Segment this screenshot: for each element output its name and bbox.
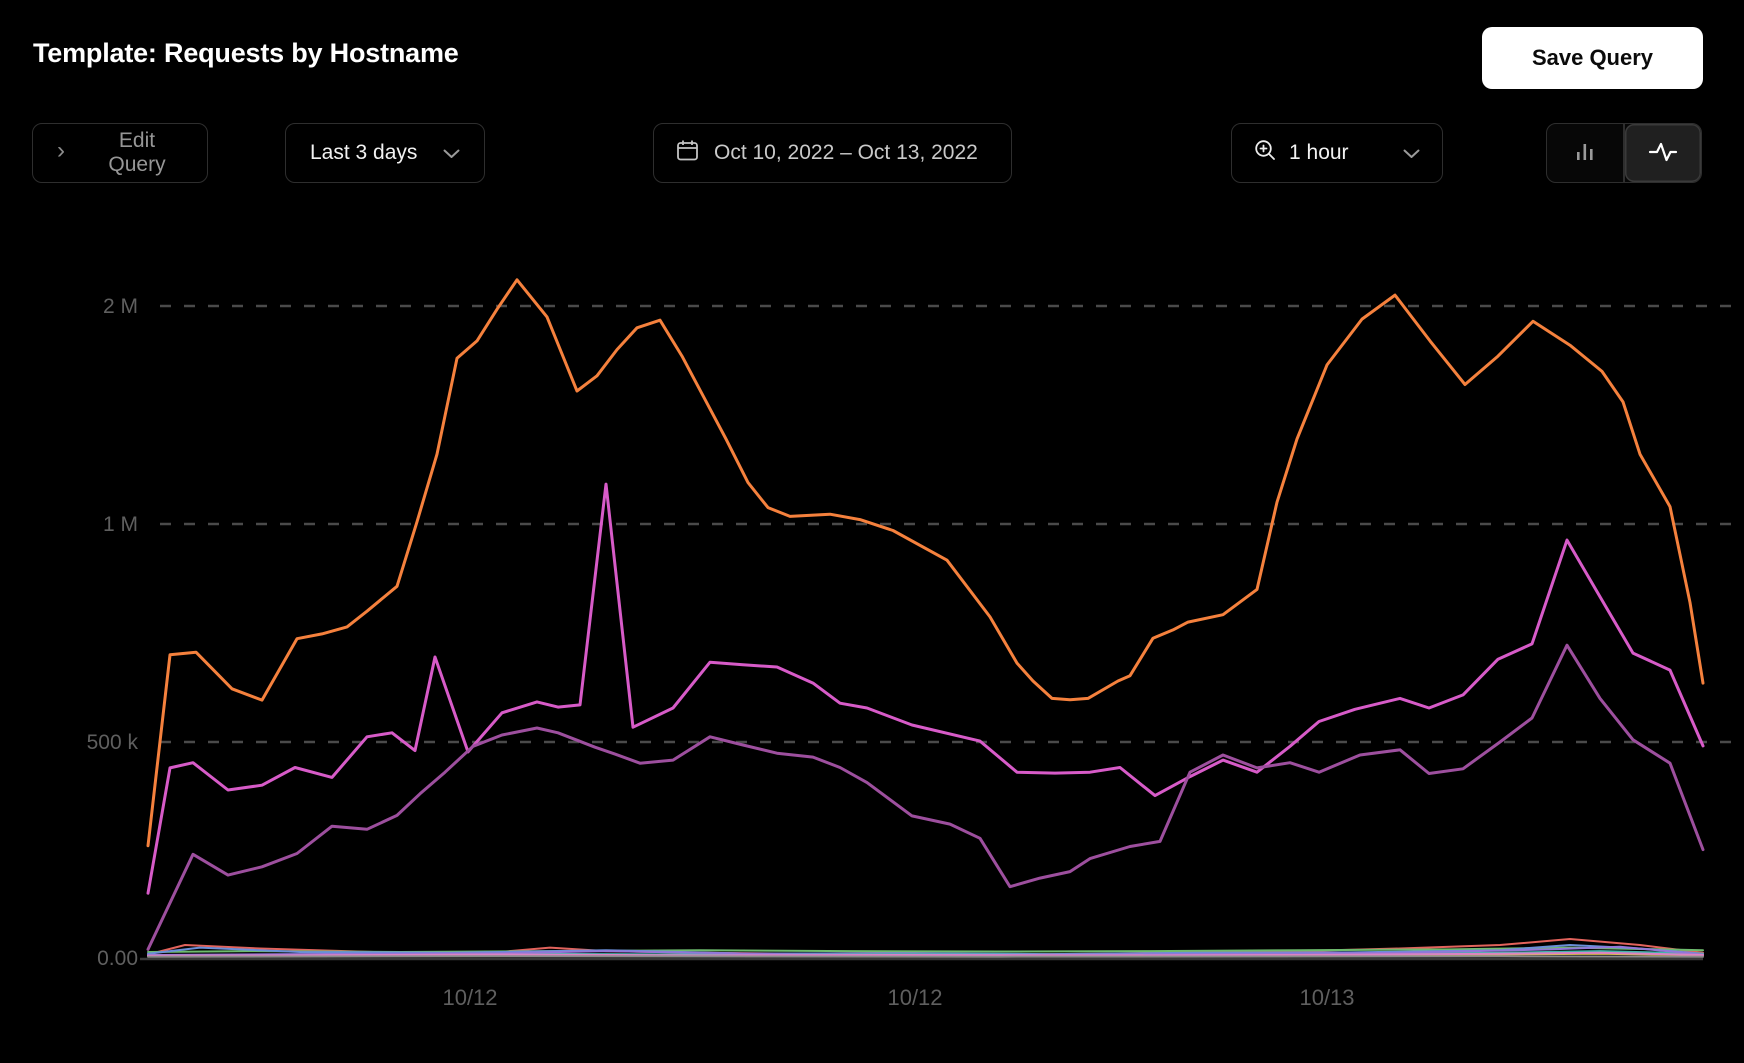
y-tick-label: 2 M (103, 295, 138, 318)
time-range-dropdown[interactable]: Last 3 days (285, 123, 485, 183)
edit-query-button[interactable]: › Edit Query (32, 123, 208, 183)
calendar-icon (676, 139, 699, 168)
save-query-button[interactable]: Save Query (1482, 27, 1703, 89)
x-tick-label: 10/12 (442, 985, 497, 1010)
y-tick-label: 500 k (87, 731, 139, 754)
zoom-in-icon (1254, 139, 1277, 168)
series-line-hostname-magenta (148, 484, 1703, 893)
x-tick-label: 10/13 (1299, 985, 1354, 1010)
granularity-label: 1 hour (1289, 141, 1349, 165)
date-range-label: Oct 10, 2022 – Oct 13, 2022 (714, 141, 978, 165)
line-chart-toggle-button[interactable] (1625, 124, 1701, 182)
chart-type-toggle (1546, 123, 1702, 183)
time-range-label: Last 3 days (310, 141, 417, 165)
bar-chart-toggle-button[interactable] (1547, 124, 1623, 182)
chevron-down-icon (443, 141, 460, 165)
series-line-hostname-orange (148, 280, 1703, 846)
edit-query-label: Edit Query (91, 129, 183, 177)
chevron-down-icon (1403, 141, 1420, 165)
chevron-right-icon: › (57, 139, 65, 163)
granularity-dropdown[interactable]: 1 hour (1231, 123, 1443, 183)
y-tick-label: 0.00 (97, 947, 138, 970)
x-tick-label: 10/12 (887, 985, 942, 1010)
page-title: Template: Requests by Hostname (33, 38, 459, 69)
y-tick-label: 1 M (103, 513, 138, 536)
activity-line-icon (1648, 139, 1678, 168)
date-range-picker[interactable]: Oct 10, 2022 – Oct 13, 2022 (653, 123, 1012, 183)
save-query-label: Save Query (1532, 45, 1653, 71)
series-line-hostname-purple (148, 645, 1703, 949)
bar-chart-icon (1572, 139, 1598, 168)
